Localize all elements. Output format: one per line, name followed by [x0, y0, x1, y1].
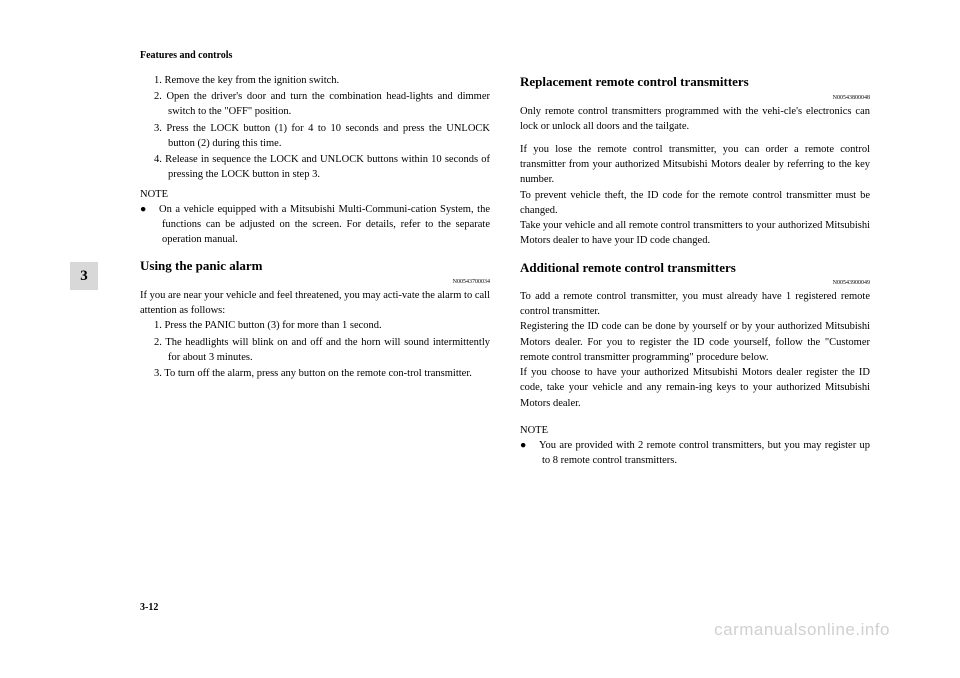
note-list: ●You are provided with 2 remote control …: [520, 438, 870, 468]
body-text: To prevent vehicle theft, the ID code fo…: [520, 188, 870, 218]
list-item: 3. To turn off the alarm, press any butt…: [154, 366, 490, 381]
doc-code: N00543700034: [140, 278, 490, 287]
note-text: On a vehicle equipped with a Mitsubishi …: [159, 204, 490, 245]
body-text: Only remote control transmitters program…: [520, 104, 870, 134]
steps-list-a: 1. Remove the key from the ignition swit…: [140, 73, 490, 183]
panic-steps: 1. Press the PANIC button (3) for more t…: [140, 318, 490, 381]
content-area: 1. Remove the key from the ignition swit…: [70, 73, 890, 468]
body-text: To add a remote control transmitter, you…: [520, 289, 870, 319]
section-tab: 3: [70, 262, 98, 290]
watermark: carmanualsonline.info: [714, 620, 890, 640]
body-text: If you lose the remote control transmitt…: [520, 142, 870, 188]
note-list: ●On a vehicle equipped with a Mitsubishi…: [140, 202, 490, 248]
note-label: NOTE: [140, 187, 490, 202]
right-column: Replacement remote control transmitters …: [520, 73, 870, 468]
list-item: 2. The headlights will blink on and off …: [154, 335, 490, 365]
list-item: 3. Press the LOCK button (1) for 4 to 10…: [154, 121, 490, 151]
bullet-icon: ●: [531, 438, 539, 453]
list-item: 1. Remove the key from the ignition swit…: [154, 73, 490, 88]
note-item: ●On a vehicle equipped with a Mitsubishi…: [162, 202, 490, 248]
body-text: Take your vehicle and all remote control…: [520, 218, 870, 248]
left-column: 1. Remove the key from the ignition swit…: [140, 73, 490, 468]
note-item: ●You are provided with 2 remote control …: [542, 438, 870, 468]
body-text: If you are near your vehicle and feel th…: [140, 288, 490, 318]
page-number: 3-12: [140, 602, 158, 613]
doc-code: N00543800048: [520, 94, 870, 103]
body-text: Registering the ID code can be done by y…: [520, 319, 870, 365]
list-item: 2. Open the driver's door and turn the c…: [154, 89, 490, 119]
page-header: Features and controls: [70, 50, 890, 61]
replacement-title: Replacement remote control transmitters: [520, 73, 870, 92]
additional-title: Additional remote control transmitters: [520, 259, 870, 278]
panic-alarm-title: Using the panic alarm: [140, 257, 490, 276]
body-text: If you choose to have your authorized Mi…: [520, 365, 870, 411]
note-label: NOTE: [520, 423, 870, 438]
list-item: 1. Press the PANIC button (3) for more t…: [154, 318, 490, 333]
doc-code: N00543900049: [520, 279, 870, 288]
bullet-icon: ●: [151, 202, 159, 217]
note-text: You are provided with 2 remote control t…: [539, 440, 870, 466]
list-item: 4. Release in sequence the LOCK and UNLO…: [154, 152, 490, 182]
